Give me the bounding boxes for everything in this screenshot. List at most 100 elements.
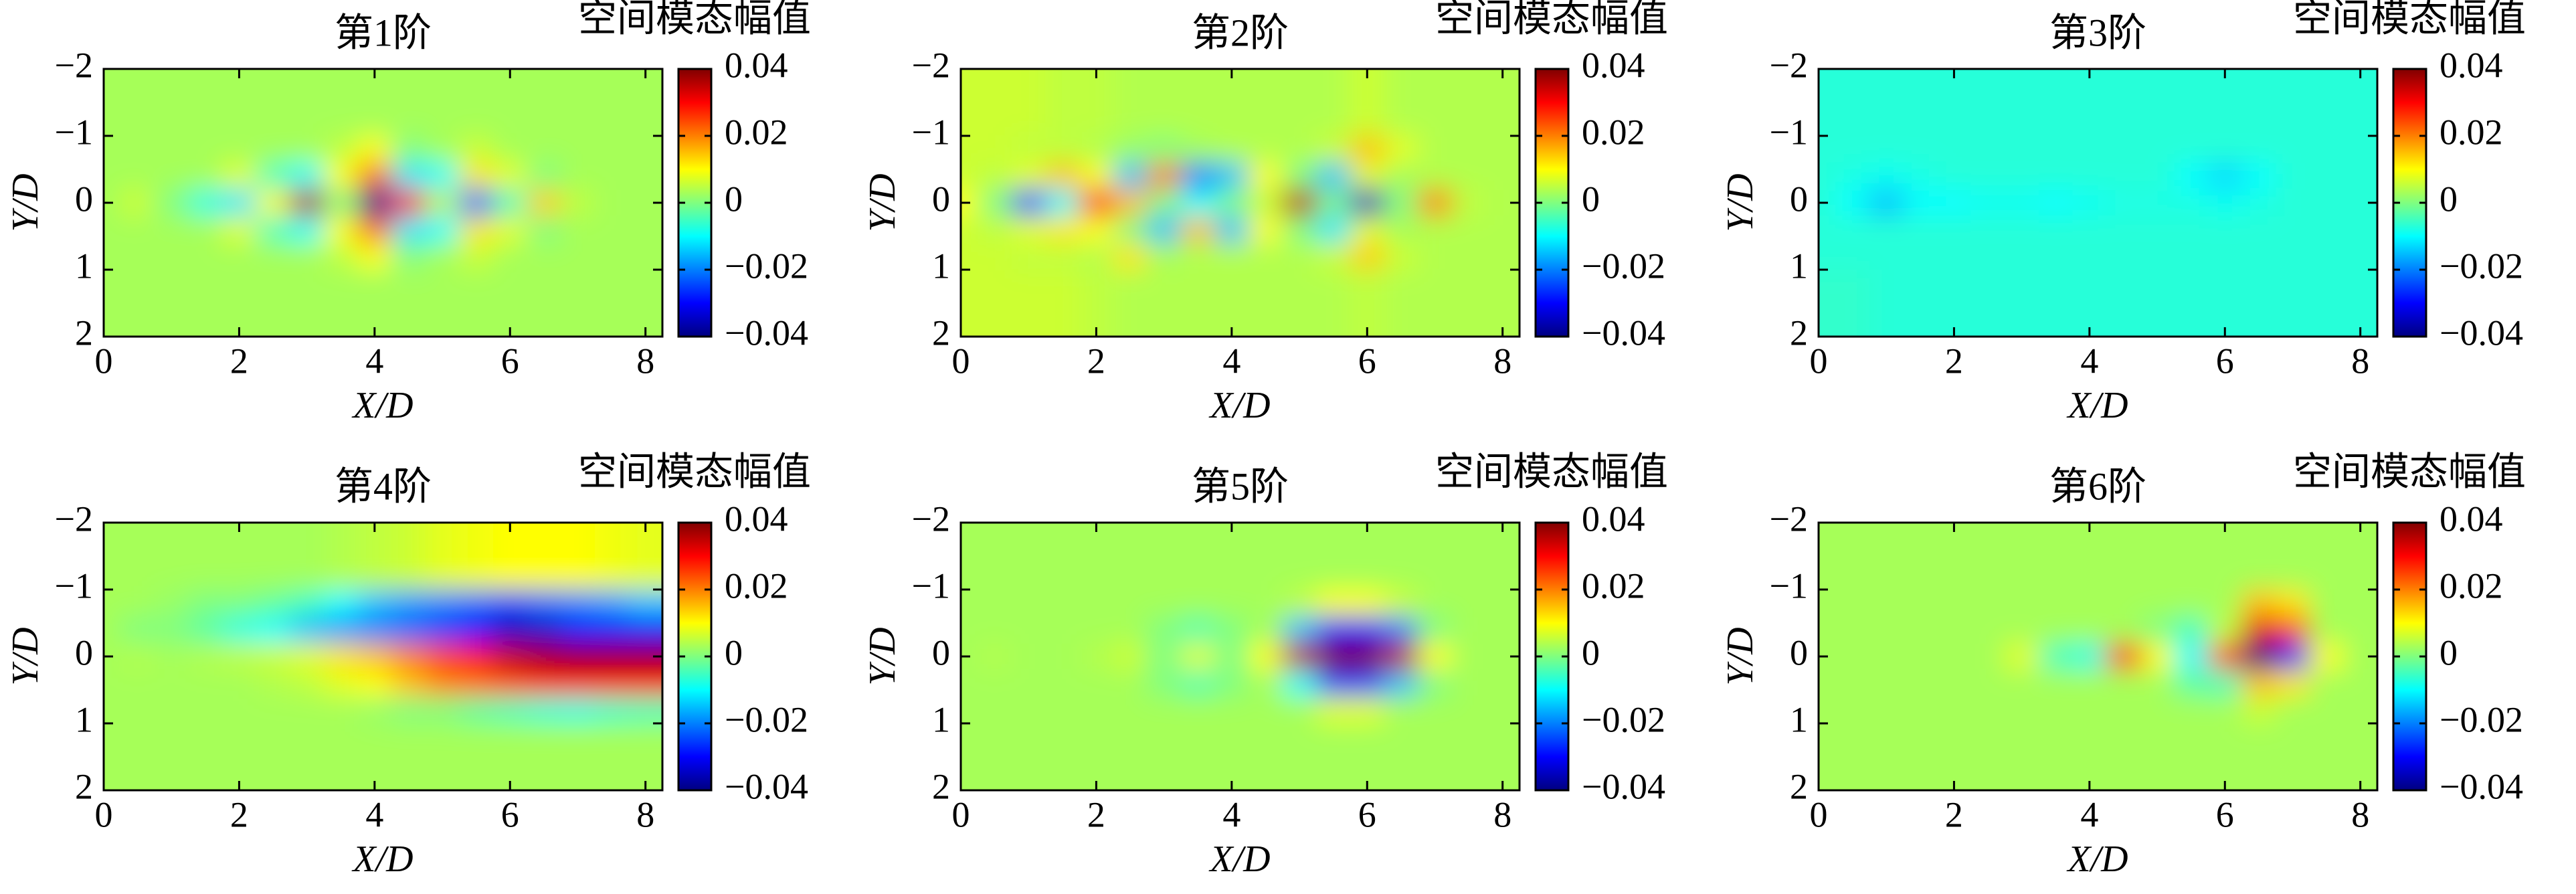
colorbar-tick-label: −0.04 <box>725 766 808 806</box>
heatmap-cell <box>2106 216 2141 244</box>
heatmap-cell <box>594 523 629 590</box>
heatmap-cell <box>1451 590 1486 617</box>
heatmap-cell <box>978 523 1012 590</box>
heatmap-cell <box>1282 216 1317 244</box>
heatmap-cell <box>1937 523 1972 590</box>
heatmap-cell <box>1350 523 1385 590</box>
heatmap-cell <box>188 670 223 697</box>
heatmap-cell <box>2140 697 2175 724</box>
heatmap-cell <box>2005 643 2039 670</box>
heatmap-cell <box>323 697 359 724</box>
heatmap-cell <box>978 616 1012 644</box>
heatmap-cell <box>628 216 662 244</box>
heatmap-cell <box>2276 136 2310 163</box>
chart-title: 第6阶 <box>2049 464 2146 508</box>
heatmap-cell <box>492 643 528 670</box>
heatmap-cell <box>1249 697 1283 724</box>
heatmap-cell <box>527 216 561 244</box>
heatmap-cell <box>1418 723 1453 790</box>
heatmap-cell <box>2174 270 2209 337</box>
heatmap-cell <box>188 616 223 644</box>
heatmap-cell <box>357 243 392 270</box>
heatmap-cell <box>256 697 290 724</box>
x-tick-label: 8 <box>2351 341 2369 381</box>
y-tick-label: −2 <box>912 45 950 85</box>
heatmap-cell <box>391 243 426 270</box>
heatmap-cell <box>1011 270 1046 337</box>
heatmap-cell <box>2072 670 2107 697</box>
heatmap-cell <box>978 163 1012 190</box>
heatmap-cell <box>1970 216 2005 244</box>
colorbar-tick-label: 0.02 <box>2440 565 2503 606</box>
heatmap-cell <box>1249 136 1283 163</box>
heatmap-cell <box>1451 270 1486 337</box>
colorbar-label: 空间模态幅值 <box>1435 0 1668 39</box>
heatmap-cell <box>1180 216 1216 244</box>
heatmap-cell <box>527 670 561 697</box>
heatmap-cell <box>1869 136 1904 163</box>
heatmap-cell <box>2207 216 2243 244</box>
heatmap-cell <box>2343 523 2377 590</box>
heatmap-cell <box>1113 270 1147 337</box>
heatmap-cell <box>1869 163 1904 190</box>
heatmap-cell <box>1384 670 1418 697</box>
heatmap-cell <box>1485 270 1520 337</box>
heatmap-cell <box>357 216 392 244</box>
heatmap-cell <box>1485 590 1520 617</box>
heatmap-cell <box>1011 69 1046 137</box>
heatmap-cell <box>1485 216 1520 244</box>
heatmap <box>961 523 1520 790</box>
heatmap-cell <box>256 189 290 217</box>
heatmap-cell <box>2276 69 2310 137</box>
heatmap-cell <box>2038 136 2074 163</box>
heatmap-cell <box>2005 523 2039 590</box>
colorbar-label: 空间模态幅值 <box>578 0 811 39</box>
heatmap-cell <box>1180 136 1216 163</box>
heatmap-cell <box>2005 136 2039 163</box>
heatmap-cell <box>527 723 561 790</box>
heatmap-cell <box>2005 216 2039 244</box>
heatmap-cell <box>1350 243 1385 270</box>
heatmap-cell <box>1970 697 2005 724</box>
heatmap-cell <box>2174 136 2209 163</box>
heatmap-cell <box>2309 643 2344 670</box>
heatmap-cell <box>2309 590 2344 617</box>
heatmap-cell <box>1835 270 1870 337</box>
heatmap-cell <box>1214 163 1249 190</box>
heatmap-cell <box>222 616 257 644</box>
heatmap-cell <box>561 590 595 617</box>
heatmap-cell <box>1079 189 1114 217</box>
heatmap-cell <box>2276 697 2310 724</box>
heatmap-cell <box>1819 136 1836 163</box>
heatmap-cell <box>1147 243 1182 270</box>
heatmap-cell <box>961 163 978 190</box>
heatmap-cell <box>2038 670 2074 697</box>
y-tick-label: 2 <box>932 312 950 353</box>
heatmap-cell <box>2276 616 2310 644</box>
heatmap-cell <box>2072 216 2107 244</box>
heatmap-cell <box>1451 643 1486 670</box>
heatmap-cell <box>290 590 325 617</box>
heatmap-cell <box>120 590 155 617</box>
heatmap-cell <box>391 69 426 137</box>
heatmap-cell <box>2106 189 2141 217</box>
colorbar-tick-label: 0 <box>2440 179 2458 219</box>
heatmap-cell <box>1384 590 1418 617</box>
y-tick-label: −2 <box>55 499 93 539</box>
heatmap-cell <box>2241 697 2276 724</box>
heatmap-cell <box>1451 670 1486 697</box>
heatmap-cell <box>188 69 223 137</box>
heatmap-cell <box>188 189 223 217</box>
heatmap-cell <box>2038 590 2074 617</box>
heatmap-cell <box>391 643 426 670</box>
x-tick-label: 8 <box>2351 794 2369 834</box>
heatmap-cell <box>2038 523 2074 590</box>
heatmap-cell <box>1045 243 1080 270</box>
heatmap-cell <box>1970 723 2005 790</box>
heatmap-cell <box>2140 189 2175 217</box>
heatmap-cell <box>1970 163 2005 190</box>
heatmap-cell <box>978 670 1012 697</box>
heatmap-cell <box>1147 590 1182 617</box>
heatmap-cell <box>628 590 662 617</box>
y-tick-label: −1 <box>912 112 950 152</box>
